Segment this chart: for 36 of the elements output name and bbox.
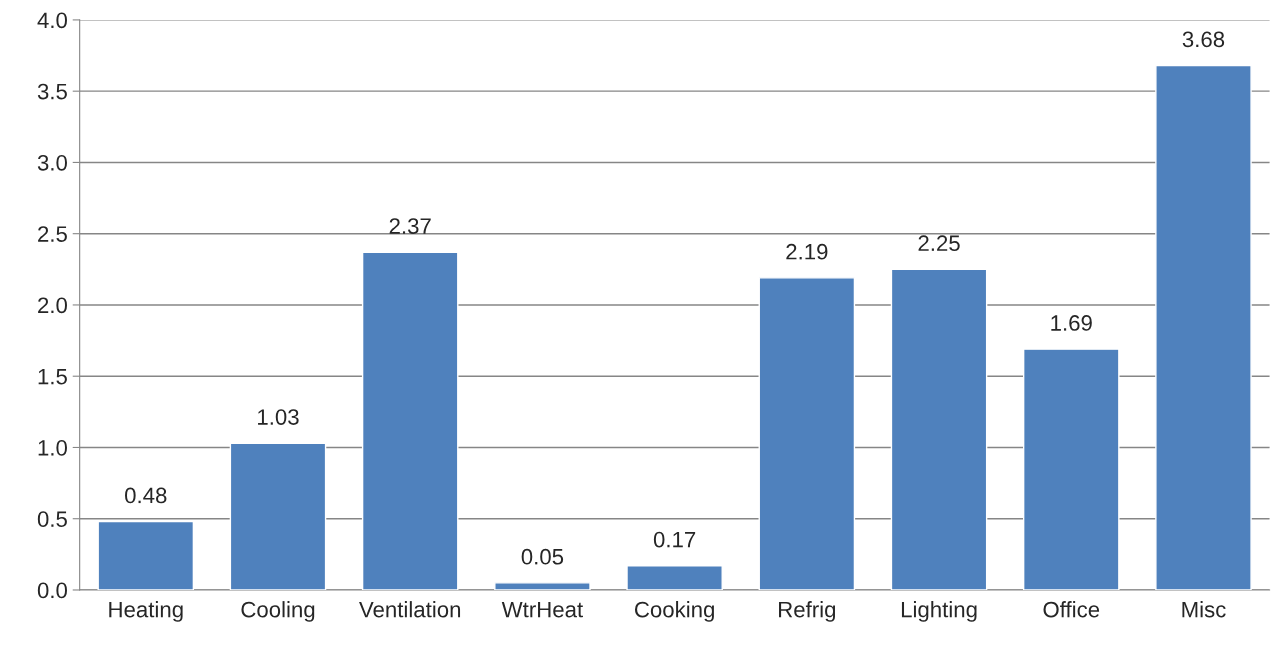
data-label: 2.25 <box>918 235 960 252</box>
data-label: 2.37 <box>389 218 431 234</box>
x-tick-label: Lighting <box>901 601 977 622</box>
bar <box>361 251 459 590</box>
x-tick-label: Ventilation <box>359 601 461 618</box>
y-tick-label: 1.0 <box>38 440 67 456</box>
x-tick-label: WtrHeat <box>501 601 583 618</box>
y-tick-label: 3.5 <box>37 83 67 100</box>
bar <box>97 520 195 590</box>
data-label: 1.03 <box>258 409 299 425</box>
bar <box>494 582 591 590</box>
x-tick-label: Cooling <box>241 601 315 622</box>
bar <box>626 565 723 590</box>
x-tick-label: Cooking <box>634 601 714 622</box>
x-tick-label: Misc <box>1182 601 1226 618</box>
y-tick-label: 3.0 <box>37 154 67 171</box>
y-tick-label: 0.0 <box>37 582 67 599</box>
bar <box>758 277 856 590</box>
data-label: 0.17 <box>653 531 696 548</box>
y-tick-label: 4.0 <box>37 12 67 29</box>
data-label: 3.68 <box>1182 31 1225 48</box>
x-tick-label: Refrig <box>779 601 836 622</box>
bar <box>229 442 327 590</box>
x-tick-label: Heating <box>109 601 183 622</box>
bar <box>1155 64 1252 590</box>
x-tick-label: Office <box>1043 601 1100 618</box>
bar <box>890 268 988 590</box>
data-label: 2.19 <box>786 243 828 260</box>
y-tick-label: 2.0 <box>38 297 67 314</box>
y-tick-label: 2.5 <box>38 226 67 242</box>
data-label: 0.05 <box>521 548 564 565</box>
data-label: 0.48 <box>125 487 167 504</box>
y-tick-label: 1.5 <box>38 368 67 385</box>
data-label: 1.69 <box>1051 315 1092 331</box>
bar <box>1022 348 1120 590</box>
y-tick-label: 0.5 <box>37 511 67 527</box>
